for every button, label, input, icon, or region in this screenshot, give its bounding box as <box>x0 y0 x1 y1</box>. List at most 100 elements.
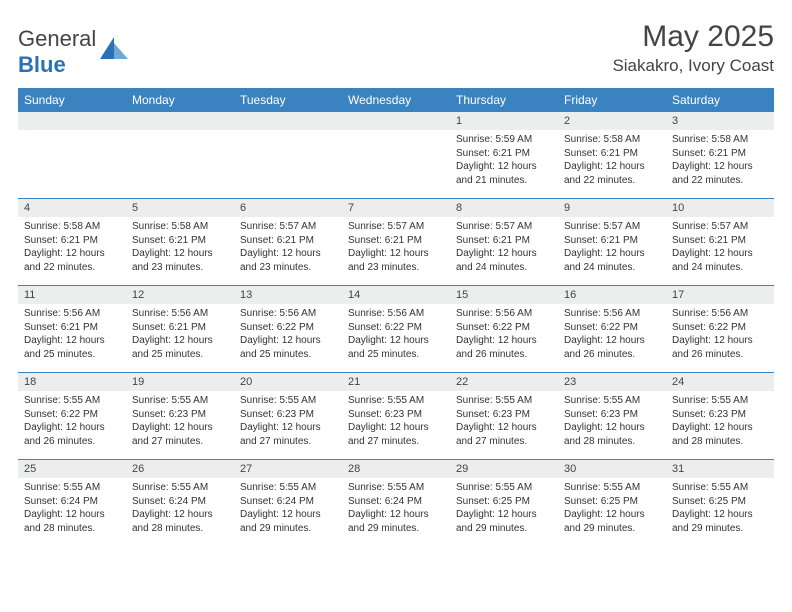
sunrise-line: Sunrise: 5:58 AM <box>672 133 768 147</box>
day-number: 20 <box>234 373 342 391</box>
day-details: Sunrise: 5:55 AMSunset: 6:23 PMDaylight:… <box>234 391 342 452</box>
sunrise-label: Sunrise: <box>672 395 709 406</box>
day-cell: 3Sunrise: 5:58 AMSunset: 6:21 PMDaylight… <box>666 112 774 198</box>
day-details: Sunrise: 5:55 AMSunset: 6:22 PMDaylight:… <box>18 391 126 452</box>
sunrise-time: 5:55 AM <box>63 482 100 493</box>
sunrise-label: Sunrise: <box>132 221 169 232</box>
sunset-line: Sunset: 6:21 PM <box>672 147 768 161</box>
day-number: 19 <box>126 373 234 391</box>
sunset-label: Sunset: <box>564 409 598 420</box>
daylight-line: Daylight: 12 hours and 25 minutes. <box>348 334 444 361</box>
sunrise-label: Sunrise: <box>456 308 493 319</box>
daylight-line: Daylight: 12 hours and 29 minutes. <box>672 508 768 535</box>
sunset-time: 6:21 PM <box>277 235 314 246</box>
day-number: 9 <box>558 199 666 217</box>
daylight-line: Daylight: 12 hours and 24 minutes. <box>456 247 552 274</box>
sunrise-label: Sunrise: <box>672 134 709 145</box>
sunset-time: 6:21 PM <box>601 148 638 159</box>
sunset-label: Sunset: <box>672 235 706 246</box>
sunset-line: Sunset: 6:23 PM <box>564 408 660 422</box>
sunrise-line: Sunrise: 5:56 AM <box>24 307 120 321</box>
day-details: Sunrise: 5:55 AMSunset: 6:25 PMDaylight:… <box>558 478 666 539</box>
day-details: Sunrise: 5:55 AMSunset: 6:24 PMDaylight:… <box>18 478 126 539</box>
day-number: 27 <box>234 460 342 478</box>
day-cell: 21Sunrise: 5:55 AMSunset: 6:23 PMDayligh… <box>342 373 450 459</box>
day-number: 21 <box>342 373 450 391</box>
sunset-line: Sunset: 6:21 PM <box>132 234 228 248</box>
weekday-label: Thursday <box>450 88 558 112</box>
day-cell: 31Sunrise: 5:55 AMSunset: 6:25 PMDayligh… <box>666 460 774 546</box>
day-number: 7 <box>342 199 450 217</box>
week-row: 18Sunrise: 5:55 AMSunset: 6:22 PMDayligh… <box>18 372 774 459</box>
daylight-label: Daylight: <box>456 422 495 433</box>
day-number: 11 <box>18 286 126 304</box>
daylight-line: Daylight: 12 hours and 28 minutes. <box>672 421 768 448</box>
sunset-time: 6:25 PM <box>493 496 530 507</box>
day-details: Sunrise: 5:56 AMSunset: 6:21 PMDaylight:… <box>18 304 126 365</box>
sunset-label: Sunset: <box>132 409 166 420</box>
sunrise-label: Sunrise: <box>348 482 385 493</box>
sunrise-label: Sunrise: <box>564 134 601 145</box>
sunrise-time: 5:55 AM <box>603 395 640 406</box>
sunset-line: Sunset: 6:23 PM <box>132 408 228 422</box>
sunset-label: Sunset: <box>456 409 490 420</box>
day-cell <box>234 112 342 198</box>
daylight-label: Daylight: <box>240 509 279 520</box>
daylight-line: Daylight: 12 hours and 22 minutes. <box>564 160 660 187</box>
calendar-page: General Blue May 2025 Siakakro, Ivory Co… <box>0 0 792 556</box>
sunrise-line: Sunrise: 5:56 AM <box>132 307 228 321</box>
daylight-line: Daylight: 12 hours and 29 minutes. <box>564 508 660 535</box>
sunset-line: Sunset: 6:21 PM <box>456 147 552 161</box>
sunset-time: 6:21 PM <box>385 235 422 246</box>
day-number: 13 <box>234 286 342 304</box>
daylight-label: Daylight: <box>240 335 279 346</box>
sunrise-line: Sunrise: 5:57 AM <box>672 220 768 234</box>
sunrise-label: Sunrise: <box>456 482 493 493</box>
daylight-line: Daylight: 12 hours and 25 minutes. <box>240 334 336 361</box>
sunrise-time: 5:55 AM <box>711 395 748 406</box>
day-details: Sunrise: 5:55 AMSunset: 6:24 PMDaylight:… <box>126 478 234 539</box>
sunrise-time: 5:55 AM <box>171 482 208 493</box>
daylight-label: Daylight: <box>672 422 711 433</box>
daylight-label: Daylight: <box>456 161 495 172</box>
sunset-time: 6:23 PM <box>493 409 530 420</box>
sunset-time: 6:23 PM <box>709 409 746 420</box>
sunrise-time: 5:56 AM <box>279 308 316 319</box>
daylight-label: Daylight: <box>456 509 495 520</box>
daylight-line: Daylight: 12 hours and 26 minutes. <box>456 334 552 361</box>
day-number: 17 <box>666 286 774 304</box>
sunset-time: 6:21 PM <box>709 148 746 159</box>
sunset-time: 6:23 PM <box>169 409 206 420</box>
week-row: 4Sunrise: 5:58 AMSunset: 6:21 PMDaylight… <box>18 198 774 285</box>
daylight-line: Daylight: 12 hours and 23 minutes. <box>132 247 228 274</box>
sunset-time: 6:21 PM <box>493 235 530 246</box>
day-number: 5 <box>126 199 234 217</box>
daylight-line: Daylight: 12 hours and 28 minutes. <box>24 508 120 535</box>
weekday-label: Monday <box>126 88 234 112</box>
sunrise-line: Sunrise: 5:58 AM <box>564 133 660 147</box>
sunrise-line: Sunrise: 5:55 AM <box>348 481 444 495</box>
day-cell: 12Sunrise: 5:56 AMSunset: 6:21 PMDayligh… <box>126 286 234 372</box>
day-cell: 25Sunrise: 5:55 AMSunset: 6:24 PMDayligh… <box>18 460 126 546</box>
sunrise-time: 5:56 AM <box>603 308 640 319</box>
daylight-label: Daylight: <box>672 161 711 172</box>
day-cell: 26Sunrise: 5:55 AMSunset: 6:24 PMDayligh… <box>126 460 234 546</box>
daylight-line: Daylight: 12 hours and 26 minutes. <box>564 334 660 361</box>
day-cell: 30Sunrise: 5:55 AMSunset: 6:25 PMDayligh… <box>558 460 666 546</box>
sunrise-label: Sunrise: <box>240 482 277 493</box>
daylight-line: Daylight: 12 hours and 27 minutes. <box>132 421 228 448</box>
daylight-label: Daylight: <box>564 509 603 520</box>
day-cell <box>126 112 234 198</box>
sunset-line: Sunset: 6:22 PM <box>24 408 120 422</box>
sunrise-label: Sunrise: <box>564 482 601 493</box>
sunrise-time: 5:55 AM <box>495 482 532 493</box>
sunset-time: 6:21 PM <box>709 235 746 246</box>
sunrise-time: 5:57 AM <box>279 221 316 232</box>
day-details: Sunrise: 5:55 AMSunset: 6:23 PMDaylight:… <box>450 391 558 452</box>
daylight-line: Daylight: 12 hours and 27 minutes. <box>456 421 552 448</box>
daylight-label: Daylight: <box>348 335 387 346</box>
daylight-label: Daylight: <box>456 335 495 346</box>
daylight-label: Daylight: <box>24 422 63 433</box>
day-cell: 23Sunrise: 5:55 AMSunset: 6:23 PMDayligh… <box>558 373 666 459</box>
daylight-label: Daylight: <box>240 248 279 259</box>
